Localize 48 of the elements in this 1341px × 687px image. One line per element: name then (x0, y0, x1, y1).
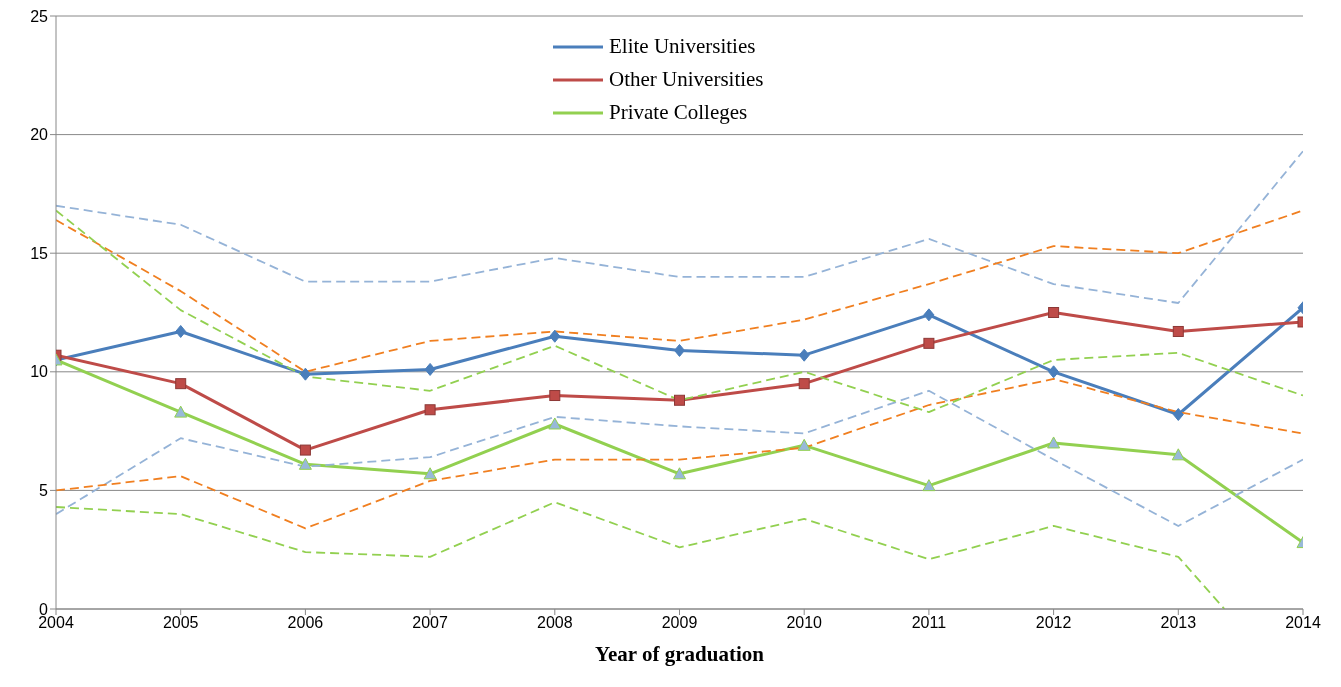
point (174, 405, 188, 418)
point (674, 343, 685, 357)
y-tick-label: 10 (30, 363, 49, 381)
point (923, 308, 935, 322)
x-tick-label: 2011 (911, 614, 947, 632)
x-tick-label: 2007 (412, 614, 448, 632)
x-tick-label: 2006 (287, 614, 324, 632)
point (797, 438, 811, 451)
x-tick-label: 2009 (661, 614, 698, 632)
x-tick-label: 2008 (537, 614, 573, 632)
point (424, 404, 436, 416)
point (1047, 436, 1061, 449)
y-tick-label: 25 (30, 7, 49, 25)
point (175, 378, 187, 390)
y-tick-label: 20 (30, 126, 49, 144)
point (798, 378, 810, 390)
point (424, 362, 436, 376)
point (922, 479, 936, 492)
y-tick-label: 15 (30, 244, 49, 262)
point (549, 329, 561, 343)
y-tick-label: 5 (39, 482, 49, 500)
point (549, 390, 561, 402)
point (423, 467, 437, 480)
point (1048, 365, 1060, 379)
point (299, 367, 311, 381)
point (798, 348, 810, 362)
legend-label: Other Universities (609, 67, 764, 92)
x-axis-title: Year of graduation (595, 642, 765, 666)
x-tick-label: 2004 (38, 614, 74, 632)
legend-label: Private Colleges (609, 100, 748, 125)
point (548, 417, 562, 430)
x-tick-label: 2005 (162, 614, 199, 632)
point (1172, 325, 1184, 337)
point (298, 457, 312, 470)
legend-label: Elite Universities (609, 34, 756, 59)
point (1172, 408, 1184, 421)
point (1048, 307, 1060, 318)
point (299, 444, 311, 456)
point (673, 467, 686, 480)
x-tick-label: 2013 (1160, 614, 1197, 632)
line-series (56, 501, 1226, 609)
point (923, 337, 935, 349)
x-tick-label: 2014 (1285, 614, 1321, 632)
point (1171, 448, 1185, 461)
x-tick-label: 2012 (1035, 614, 1072, 632)
x-tick-label: 2010 (786, 614, 823, 632)
point (674, 394, 685, 406)
point (175, 324, 187, 338)
